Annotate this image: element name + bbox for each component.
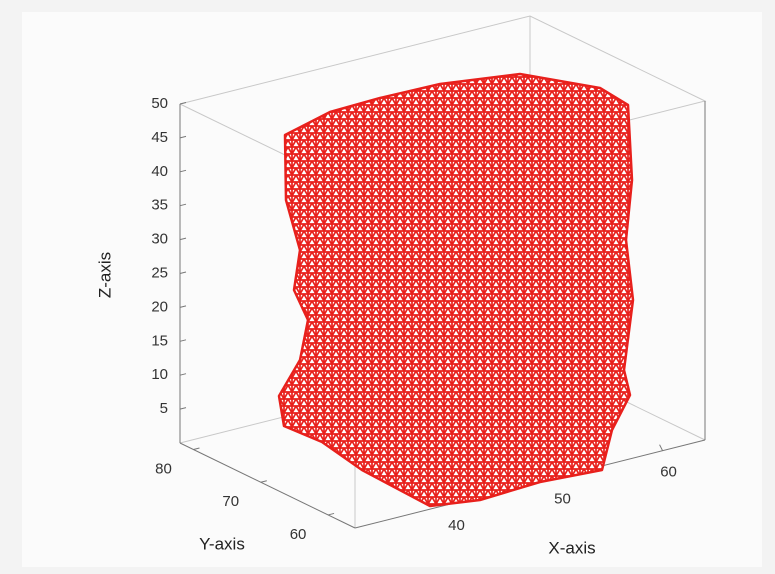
y-axis-title: Y-axis <box>199 534 245 553</box>
x-tick-label: 50 <box>554 490 571 507</box>
z-tick-label: 45 <box>151 129 168 146</box>
x-axis-title: X-axis <box>548 538 595 557</box>
z-tick-label: 30 <box>151 231 168 248</box>
z-tick-label: 10 <box>151 366 168 383</box>
mesh-surface <box>279 74 633 506</box>
y-tick-label: 60 <box>290 526 307 543</box>
x-tick-label: 60 <box>660 464 677 481</box>
z-tick-label: 40 <box>151 163 168 180</box>
z-tick-label: 50 <box>151 95 168 112</box>
z-tick-label: 5 <box>160 400 168 417</box>
z-tick-label: 35 <box>151 197 168 214</box>
z-tick-label: 15 <box>151 332 168 349</box>
z-tick-label: 25 <box>151 264 168 281</box>
z-axis-title: Z-axis <box>95 252 114 298</box>
x-tick-label: 40 <box>448 517 465 534</box>
y-tick-label: 80 <box>155 461 172 478</box>
y-tick-label: 70 <box>222 493 239 510</box>
z-tick-label: 20 <box>151 298 168 315</box>
chart: Z-axis Y-axis X-axis 5 10 15 20 25 30 35 40 45 50… <box>0 0 775 574</box>
